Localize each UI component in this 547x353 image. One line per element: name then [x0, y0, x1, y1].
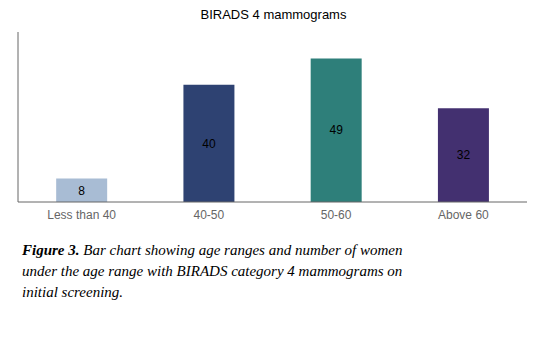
svg-text:40-50: 40-50	[194, 208, 225, 222]
svg-text:32: 32	[457, 148, 471, 162]
svg-text:40: 40	[202, 137, 216, 151]
svg-text:8: 8	[78, 184, 85, 198]
svg-text:Above 60: Above 60	[438, 208, 489, 222]
svg-text:Less than 40: Less than 40	[47, 208, 116, 222]
svg-text:49: 49	[329, 123, 343, 137]
svg-text:50-60: 50-60	[321, 208, 352, 222]
html-text:initial screening.: initial screening.	[22, 284, 124, 300]
html-text:Figure 3. Bar chart showing ag: Figure 3. Bar chart showing age ranges a…	[22, 242, 403, 258]
html-text:BIRADS 4 mammograms: BIRADS 4 mammograms	[200, 7, 347, 22]
html-text:under the age range with BIRAD: under the age range with BIRADS category…	[22, 263, 403, 279]
